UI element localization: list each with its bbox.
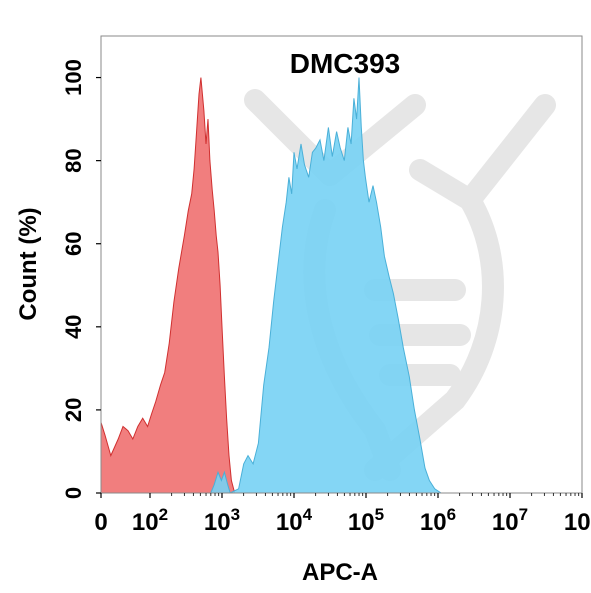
- histogram-series-2: [210, 77, 442, 493]
- y-tick-label: 80: [61, 148, 86, 172]
- x-axis-title: APC-A: [302, 559, 378, 586]
- x-tick-label: 105: [348, 505, 384, 536]
- x-tick-label: 108: [564, 505, 591, 536]
- y-axis-title: Count (%): [15, 207, 42, 320]
- x-tick-label: 102: [132, 505, 168, 536]
- x-tick-label: 103: [204, 505, 240, 536]
- y-tick-label: 0: [61, 487, 86, 499]
- y-tick-label: 40: [61, 315, 86, 339]
- y-tick-label: 100: [61, 59, 86, 96]
- histogram-series-1: [101, 77, 236, 493]
- x-tick-label: 0: [94, 509, 107, 536]
- x-tick-label: 107: [492, 505, 528, 536]
- x-tick-label: 104: [276, 505, 313, 536]
- y-tick-label: 60: [61, 231, 86, 255]
- y-axis: 0 20 40 60 80 100: [61, 59, 101, 499]
- x-tick-label: 106: [420, 505, 456, 536]
- y-tick-label: 20: [61, 398, 86, 422]
- chart-title: DMC393: [290, 48, 400, 79]
- plot-frame: [100, 35, 583, 494]
- x-axis: 0 102 103 104 105 106 107 108: [94, 493, 591, 536]
